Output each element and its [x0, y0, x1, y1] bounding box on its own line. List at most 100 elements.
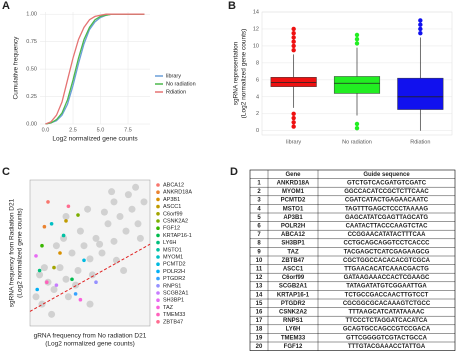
table-cell: 1	[257, 180, 261, 186]
gene-point	[35, 287, 39, 292]
background-point	[56, 264, 64, 272]
outlier	[418, 31, 423, 36]
table-cell: 5	[257, 215, 261, 221]
table-cell: CAATACTTACCCAAGTCTAC	[346, 223, 429, 229]
background-point	[92, 234, 100, 242]
y-axis-label: sgRNA representation	[233, 41, 240, 105]
background-point	[40, 264, 48, 272]
legend-swatch	[156, 204, 160, 209]
legend-swatch	[156, 190, 160, 194]
outlier	[291, 120, 296, 125]
table-cell: 12	[256, 275, 263, 281]
outlier	[291, 39, 296, 44]
background-point	[112, 256, 120, 264]
table-cell: TTTAAGCATCATATAAAAC	[349, 309, 426, 315]
background-point	[108, 188, 116, 196]
legend-swatch	[156, 212, 160, 216]
legend-label: library	[166, 73, 181, 79]
gene-point	[82, 258, 86, 263]
legend-swatch	[156, 276, 160, 281]
outlier	[291, 31, 296, 36]
legend-swatch	[156, 312, 160, 317]
legend-label: Rdiation	[166, 89, 186, 95]
panel-label: B	[228, 0, 236, 12]
gene-point	[46, 200, 50, 204]
legend-swatch	[156, 269, 160, 274]
table-cell: CSNK2A2	[279, 309, 308, 315]
table-cell: MYOM1	[282, 189, 305, 195]
table-cell: CCTGCAGCAGGTCCTCACCC	[344, 241, 431, 247]
x-tick-label: 0.0	[42, 127, 50, 133]
legend-label: PTGDR2	[163, 276, 185, 282]
background-point	[32, 293, 40, 301]
background-point	[62, 275, 70, 283]
table-cell: ASCC1	[283, 266, 304, 272]
legend-swatch	[156, 183, 160, 187]
gene-point	[58, 251, 62, 255]
background-point	[80, 242, 88, 250]
legend-label: MSTO1	[163, 247, 182, 253]
background-point	[64, 293, 72, 301]
table-cell: PTGDR2	[281, 301, 306, 307]
legend-swatch	[156, 291, 160, 295]
legend-swatch	[156, 298, 160, 303]
y-tick-label: 0.25	[26, 94, 37, 100]
legend-swatch	[156, 262, 160, 267]
y-tick-label: 14	[253, 9, 259, 15]
background-point	[110, 237, 118, 245]
legend-swatch	[156, 240, 160, 245]
plot-border	[261, 11, 453, 136]
table-cell: RNPS1	[283, 318, 304, 324]
y-tick-label: 10	[253, 43, 259, 49]
y-axis-label: sgRNA frequency from Radiation D21	[9, 198, 16, 307]
outlier	[354, 32, 360, 38]
legend-label: AP3B1	[163, 197, 180, 203]
background-point	[104, 220, 112, 228]
outlier	[354, 41, 360, 46]
table-cell: TTTGTACGAAACCTATTGA	[348, 344, 426, 350]
table-cell: TTCCCTCTAGGATCACATCA	[346, 318, 429, 324]
gene-point	[64, 219, 68, 223]
legend-label: FGF12	[163, 226, 180, 232]
y-axis-label: (Log2 normalized gene counts)	[17, 208, 24, 298]
legend-label: SH3BP1	[163, 298, 184, 304]
column-header: Gene	[285, 172, 301, 178]
table-cell: GCAGTGCCAGCCGTCCGACA	[343, 327, 431, 333]
outlier	[354, 126, 360, 131]
legend-swatch	[156, 320, 160, 324]
gene-point	[45, 280, 49, 285]
background-point	[116, 213, 124, 220]
x-tick-label: 5.0	[97, 127, 105, 133]
background-point	[122, 227, 130, 235]
legend-swatch	[156, 284, 160, 288]
gene-point	[34, 254, 38, 258]
table-cell: GAGCATATCGAGTTAGCATG	[345, 215, 428, 221]
outlier	[291, 26, 296, 32]
table-cell: 17	[256, 318, 263, 324]
legend-label: CSNK2A2	[163, 218, 188, 224]
gene-point	[78, 297, 83, 302]
background-point	[134, 220, 142, 228]
background-point	[120, 267, 128, 275]
trend-line	[29, 243, 151, 312]
gene-point	[94, 280, 98, 285]
y-tick-label: 0.75	[26, 39, 37, 45]
table-cell: TAGTTTGAGCTCCCTAAAAG	[345, 206, 428, 212]
table-cell: 2	[257, 189, 261, 195]
legend-label: KRTAP16-1	[163, 233, 192, 239]
legend-swatch	[156, 226, 160, 230]
y-tick-label: 1.00	[26, 12, 37, 18]
table-cell: ABCA12	[281, 232, 306, 238]
table-cell: TATAGATATGTCGGAATTGA	[346, 284, 427, 290]
table-cell: 15	[256, 301, 263, 307]
gene-point	[76, 213, 80, 217]
background-point	[50, 286, 58, 293]
background-point	[96, 240, 104, 248]
x-axis-label: Log2 normalized gene counts	[52, 136, 138, 143]
table-cell: TCTGCCGACCAACTTGTCCT	[345, 292, 429, 298]
x-axis-label: gRNA frequency from No radiation D21	[34, 333, 147, 340]
outlier	[291, 47, 296, 53]
table-cell: 20	[256, 344, 263, 350]
gene-point	[40, 243, 44, 248]
